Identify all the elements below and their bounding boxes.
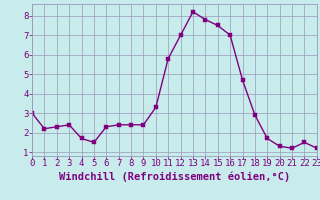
X-axis label: Windchill (Refroidissement éolien,°C): Windchill (Refroidissement éolien,°C)	[59, 171, 290, 182]
